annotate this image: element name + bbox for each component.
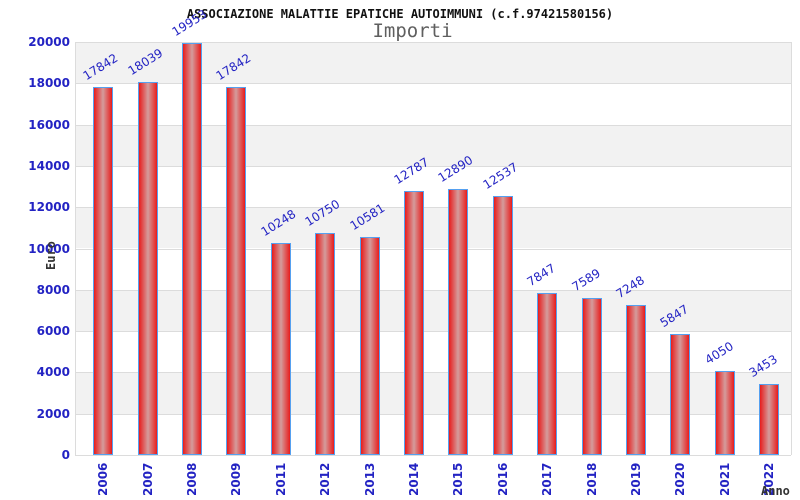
bar-2009 [226, 86, 247, 455]
gridline [75, 372, 791, 374]
bar-2016 [492, 196, 513, 455]
gridline [75, 83, 791, 85]
plot-border-left [75, 42, 76, 455]
y-tick-label: 2000 [36, 406, 70, 421]
x-tick-label: 2020 [673, 462, 688, 496]
x-tick-label: 2012 [318, 462, 333, 496]
y-tick-label: 14000 [28, 158, 70, 173]
gridline [75, 413, 791, 415]
x-tick-label: 2016 [495, 462, 510, 496]
x-tick-label: 2008 [185, 462, 199, 496]
x-tick-label: 2013 [362, 462, 377, 496]
x-tick-label: 2011 [273, 462, 288, 496]
gridline [75, 248, 791, 250]
x-tick-label: 2009 [229, 462, 244, 496]
bar-2012 [315, 233, 336, 455]
y-tick-label: 8000 [36, 282, 70, 297]
plot-border-right [791, 42, 792, 455]
bar-2015 [448, 188, 469, 455]
x-tick-label: 2014 [407, 462, 421, 496]
gridline [75, 455, 791, 456]
bar-2013 [359, 236, 380, 455]
bar-2020 [670, 334, 691, 455]
y-tick-label: 6000 [36, 324, 70, 339]
x-tick-label: 2018 [584, 462, 599, 496]
x-tick-label: 2019 [629, 462, 643, 496]
bar-2017 [537, 292, 558, 455]
y-tick-label: 10000 [28, 241, 70, 256]
y-tick-label: 16000 [28, 117, 70, 132]
gridline [75, 331, 791, 333]
chart-subtitle: Importi [372, 20, 453, 42]
y-axis-title: Euro [44, 241, 58, 270]
bar-2014 [404, 190, 424, 455]
bar-2019 [626, 305, 646, 455]
y-tick-label: 0 [61, 448, 70, 462]
bar-2011 [270, 243, 291, 455]
bar-2018 [581, 298, 602, 455]
gridline [75, 289, 791, 291]
bar-2007 [137, 82, 158, 455]
bar-2008 [182, 42, 202, 455]
x-tick-label: 2006 [96, 462, 111, 496]
y-tick-label: 20000 [28, 35, 70, 49]
y-tick-label: 4000 [36, 365, 70, 380]
gridline [75, 165, 791, 167]
y-tick-label: 12000 [28, 200, 70, 215]
bar-2006 [93, 86, 114, 455]
x-tick-label: 2007 [140, 462, 155, 496]
x-axis-title: Anno [761, 484, 790, 498]
bar-2021 [714, 371, 735, 455]
gridline [75, 42, 791, 43]
x-tick-label: 2021 [717, 462, 732, 496]
chart-title: ASSOCIAZIONE MALATTIE EPATICHE AUTOIMMUN… [186, 7, 614, 21]
gridline [75, 124, 791, 126]
x-tick-label: 2015 [451, 462, 466, 496]
gridline [75, 207, 791, 209]
x-tick-label: 2017 [540, 462, 555, 496]
bar-2022 [759, 383, 780, 455]
y-tick-label: 18000 [28, 76, 70, 91]
